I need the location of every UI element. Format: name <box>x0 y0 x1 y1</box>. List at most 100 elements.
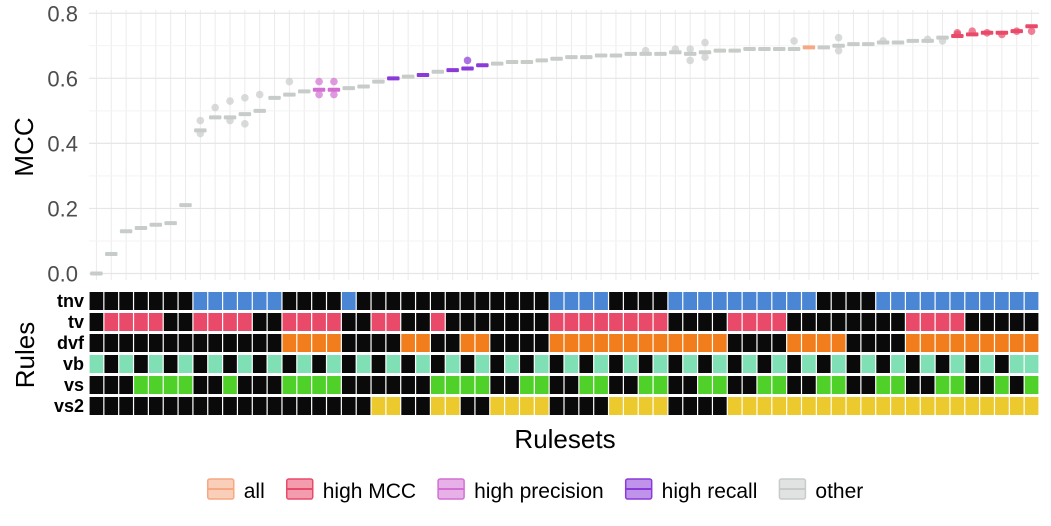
rule-tile <box>89 313 104 331</box>
rule-tile <box>579 376 594 394</box>
rule-tile <box>846 355 861 373</box>
median-mark <box>683 51 697 56</box>
rule-tile <box>445 313 460 331</box>
rule-tile <box>638 313 653 331</box>
rule-tile <box>490 313 505 331</box>
rule-tile <box>757 376 772 394</box>
median-mark <box>698 50 712 55</box>
rule-tile <box>564 334 579 352</box>
median-mark <box>119 229 133 234</box>
rule-tile <box>980 313 994 331</box>
rule-tile <box>104 376 119 394</box>
rule-tile <box>431 376 445 394</box>
rule-tile <box>920 334 935 352</box>
rule-tile <box>193 292 208 310</box>
rule-tile <box>460 355 475 373</box>
rule-tile <box>802 313 816 331</box>
rule-tile <box>119 355 133 373</box>
median-mark <box>476 63 489 68</box>
rule-tile <box>208 355 222 373</box>
median-mark <box>654 51 667 56</box>
rule-tile <box>534 292 549 310</box>
outlier-point <box>1027 27 1036 35</box>
rule-tile <box>698 313 712 331</box>
rule-tile <box>104 313 119 331</box>
rule-tile <box>252 334 267 352</box>
rule-tile <box>416 355 430 373</box>
rule-tile <box>609 292 623 310</box>
rule-tile <box>312 376 326 394</box>
legend: all high MCC high precision high recall othe… <box>206 478 863 503</box>
rule-tile <box>282 313 297 331</box>
outlier-point <box>241 120 249 128</box>
rule-tile <box>757 313 772 331</box>
rule-tile <box>356 376 371 394</box>
median-mark <box>505 60 519 65</box>
rule-tile <box>742 376 757 394</box>
rule-tile <box>267 397 282 415</box>
rule-tile <box>1009 313 1024 331</box>
rule-tile <box>787 376 801 394</box>
median-mark <box>387 76 400 81</box>
rule-tile <box>327 292 341 310</box>
rule-tile <box>505 355 519 373</box>
rule-tile <box>965 313 980 331</box>
outlier-point <box>315 90 323 99</box>
rule-tile <box>282 355 297 373</box>
rule-tile <box>876 292 890 310</box>
rule-tile <box>816 334 831 352</box>
rule-tile <box>238 376 252 394</box>
rule-tile <box>490 376 505 394</box>
rule-tile <box>609 355 623 373</box>
median-mark <box>565 55 578 60</box>
rule-tile <box>623 313 638 331</box>
rule-tile <box>594 292 608 310</box>
rule-tile <box>683 292 697 310</box>
rule-tile <box>668 292 683 310</box>
outlier-point <box>686 56 694 65</box>
rule-tile <box>742 397 757 415</box>
rule-tile <box>742 355 757 373</box>
rule-tile <box>520 355 534 373</box>
rules-axis-title: Rules <box>10 322 40 388</box>
rule-tile <box>238 334 252 352</box>
rule-tile <box>965 292 980 310</box>
rule-tile <box>609 334 623 352</box>
rule-tile <box>713 355 727 373</box>
outlier-point <box>641 46 650 55</box>
rule-tile <box>490 355 505 373</box>
rule-tile <box>713 397 727 415</box>
outlier-point <box>285 77 294 86</box>
rule-tile <box>386 292 401 310</box>
y-tick-labels: 0.0 0.2 0.4 0.6 0.8 <box>47 1 78 286</box>
rule-tile <box>594 313 608 331</box>
rule-tile <box>148 376 163 394</box>
outlier-point <box>968 27 977 35</box>
tile-layer <box>89 292 1039 415</box>
median-mark <box>802 45 816 50</box>
rule-tile <box>252 355 267 373</box>
rule-tile <box>1024 397 1039 415</box>
rule-tile <box>920 355 935 373</box>
rule-tile <box>475 292 490 310</box>
median-mark <box>164 221 177 226</box>
median-mark <box>891 40 905 45</box>
rule-tile <box>623 334 638 352</box>
rule-tile <box>341 334 356 352</box>
rule-tile <box>1009 355 1024 373</box>
median-mark <box>817 45 830 50</box>
rule-tile <box>742 292 757 310</box>
rule-tile <box>534 313 549 331</box>
rule-label: vb <box>63 354 84 374</box>
rule-tile <box>520 313 534 331</box>
rule-tile <box>698 334 712 352</box>
rule-tile <box>638 355 653 373</box>
rule-tile <box>861 376 876 394</box>
median-mark <box>594 53 608 58</box>
median-mark <box>357 84 370 89</box>
rule-tile <box>846 397 861 415</box>
rule-tile <box>297 292 312 310</box>
rule-tile <box>134 376 148 394</box>
rule-tile <box>401 292 415 310</box>
outlier-point <box>923 35 932 44</box>
